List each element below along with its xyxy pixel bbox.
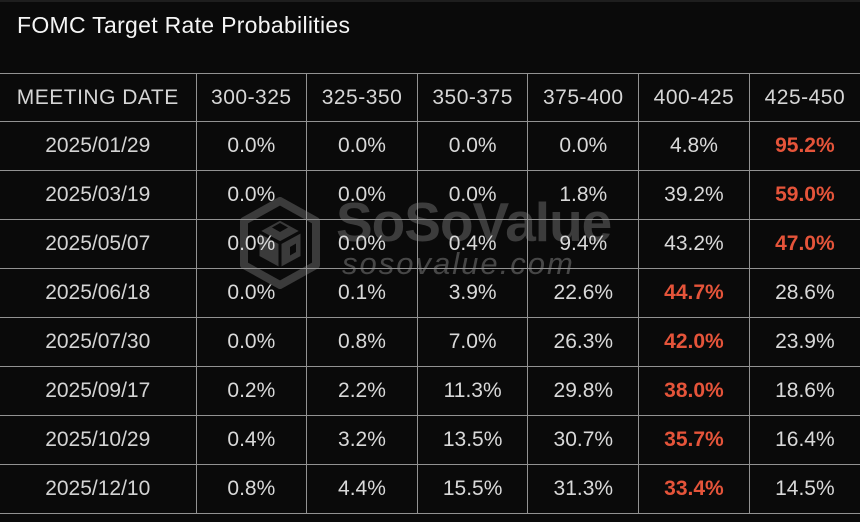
probability-cell: 18.6%	[748, 366, 860, 416]
probability-cell: 3.2%	[306, 415, 418, 465]
table-row: 2025/09/17 0.2% 2.2% 11.3% 29.8% 38.0% 18.6%	[0, 366, 860, 416]
probability-cell: 0.2%	[195, 366, 308, 416]
probability-cell: 26.3%	[527, 317, 640, 367]
probability-cell: 28.6%	[748, 268, 860, 318]
probability-cell: 0.0%	[195, 121, 308, 171]
rate-range-header: 425-450	[748, 73, 860, 122]
rate-range-header: 375-400	[527, 73, 640, 122]
probability-cell: 0.0%	[527, 121, 640, 171]
probability-cell: 43.2%	[638, 219, 750, 269]
probability-cell: 0.0%	[306, 121, 418, 171]
table-row: 2025/07/30 0.0% 0.8% 7.0% 26.3% 42.0% 23.9%	[0, 317, 860, 367]
meeting-date-header: MEETING DATE	[0, 73, 197, 122]
table-row: 2025/03/19 0.0% 0.0% 0.0% 1.8% 39.2% 59.0%	[0, 170, 860, 220]
probability-cell: 95.2%	[748, 121, 860, 171]
meeting-date-cell: 2025/07/30	[0, 317, 197, 367]
table-row: 2025/12/10 0.8% 4.4% 15.5% 31.3% 33.4% 14.5%	[0, 464, 860, 514]
probability-cell: 0.0%	[195, 219, 308, 269]
probability-cell: 0.0%	[306, 219, 418, 269]
probability-cell: 1.8%	[527, 170, 640, 220]
page-title: FOMC Target Rate Probabilities	[17, 12, 351, 38]
table-row: 2025/06/18 0.0% 0.1% 3.9% 22.6% 44.7% 28.6%	[0, 268, 860, 318]
meeting-date-cell: 2025/12/10	[0, 464, 197, 514]
meeting-date-cell: 2025/01/29	[0, 121, 197, 171]
probability-cell: 11.3%	[416, 366, 529, 416]
probability-cell: 4.8%	[638, 121, 750, 171]
probability-cell: 0.0%	[416, 121, 529, 171]
probability-cell: 0.8%	[306, 317, 418, 367]
probability-cell: 30.7%	[527, 415, 640, 465]
table-row: 2025/05/07 0.0% 0.0% 0.4% 9.4% 43.2% 47.0%	[0, 219, 860, 269]
probability-cell: 3.9%	[416, 268, 529, 318]
probability-cell: 33.4%	[638, 464, 750, 514]
rate-range-header: 325-350	[306, 73, 418, 122]
probability-cell: 16.4%	[748, 415, 860, 465]
probability-cell: 4.4%	[306, 464, 418, 514]
probability-cell: 0.0%	[306, 170, 418, 220]
probability-cell: 0.4%	[416, 219, 529, 269]
probability-cell: 0.0%	[195, 317, 308, 367]
probability-cell: 35.7%	[638, 415, 750, 465]
probability-cell: 0.0%	[195, 170, 308, 220]
probability-cell: 59.0%	[748, 170, 860, 220]
probability-cell: 15.5%	[416, 464, 529, 514]
rate-range-header: 350-375	[416, 73, 529, 122]
probabilities-table: MEETING DATE 300-325 325-350 350-375 375-400…	[0, 73, 860, 514]
probability-cell: 31.3%	[527, 464, 640, 514]
probability-cell: 23.9%	[748, 317, 860, 367]
probability-cell: 44.7%	[638, 268, 750, 318]
probability-cell: 39.2%	[638, 170, 750, 220]
meeting-date-cell: 2025/06/18	[0, 268, 197, 318]
probability-cell: 14.5%	[748, 464, 860, 514]
table-body: 2025/01/29 0.0% 0.0% 0.0% 0.0% 4.8% 95.2% 2025/…	[0, 121, 860, 514]
probability-cell: 7.0%	[416, 317, 529, 367]
rate-range-header: 300-325	[195, 73, 308, 122]
probability-cell: 0.0%	[416, 170, 529, 220]
probability-cell: 0.4%	[195, 415, 308, 465]
probability-cell: 42.0%	[638, 317, 750, 367]
probability-cell: 9.4%	[527, 219, 640, 269]
rate-range-header: 400-425	[638, 73, 750, 122]
probability-cell: 0.8%	[195, 464, 308, 514]
probability-cell: 38.0%	[638, 366, 750, 416]
meeting-date-cell: 2025/10/29	[0, 415, 197, 465]
probability-cell: 29.8%	[527, 366, 640, 416]
meeting-date-cell: 2025/03/19	[0, 170, 197, 220]
probability-cell: 22.6%	[527, 268, 640, 318]
meeting-date-cell: 2025/09/17	[0, 366, 197, 416]
probability-cell: 47.0%	[748, 219, 860, 269]
table-row: 2025/01/29 0.0% 0.0% 0.0% 0.0% 4.8% 95.2%	[0, 121, 860, 171]
probability-cell: 2.2%	[306, 366, 418, 416]
probability-cell: 0.1%	[306, 268, 418, 318]
meeting-date-cell: 2025/05/07	[0, 219, 197, 269]
probability-cell: 13.5%	[416, 415, 529, 465]
table-row: 2025/10/29 0.4% 3.2% 13.5% 30.7% 35.7% 16.4%	[0, 415, 860, 465]
probability-cell: 0.0%	[195, 268, 308, 318]
header-row: MEETING DATE 300-325 325-350 350-375 375-400…	[0, 73, 860, 122]
